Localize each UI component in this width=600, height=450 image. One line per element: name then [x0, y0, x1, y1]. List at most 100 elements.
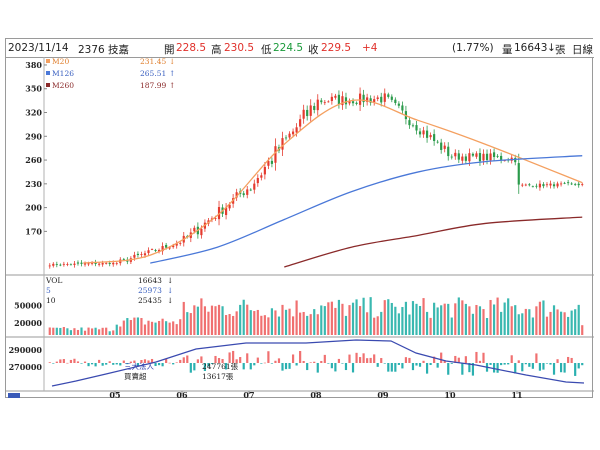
candle-body [150, 249, 154, 250]
volume-bar [334, 307, 337, 335]
volume-bar [83, 330, 87, 335]
volume-bar [450, 317, 453, 335]
vol-legend-value: 16643 [138, 276, 162, 285]
m260-legend-swatch [46, 83, 50, 87]
volume-unit: 張 [555, 44, 566, 56]
candle-body [59, 264, 62, 266]
buy-sell-bar [193, 363, 196, 371]
volume-bar [313, 309, 316, 335]
buy-sell-bar [521, 363, 524, 372]
buy-sell-bar [224, 363, 228, 370]
volume-bar [288, 308, 291, 335]
candle-body [380, 96, 383, 103]
volume-bar [390, 302, 393, 335]
vol-legend-name: VOL [45, 276, 62, 285]
inst-legend-name: 三大法人 [124, 361, 154, 371]
candle-body [175, 243, 178, 246]
m126-legend-name: M126 [52, 69, 74, 78]
candle-body [567, 182, 570, 184]
candle-body [429, 135, 432, 138]
volume-axis-ticks: 50000 20000 [14, 301, 42, 329]
inst-legend-value: 247761張 [202, 362, 239, 371]
candle-body [168, 247, 171, 249]
volume-bar [263, 315, 266, 335]
volume-bar [461, 300, 464, 335]
buy-sell-bar [122, 360, 125, 363]
volume-bar [404, 301, 408, 335]
volume-bar [552, 305, 556, 335]
candle-body [55, 264, 58, 265]
volume-bar [295, 300, 298, 335]
buy-sell-bar [492, 363, 496, 373]
candle-body [440, 142, 443, 150]
candle-body [309, 105, 312, 116]
volume-bar [161, 318, 164, 335]
candle-body [66, 264, 69, 265]
buy-sell-bar [387, 363, 390, 372]
ma5-legend-arrow: ↓ [167, 286, 173, 295]
candle-body [246, 189, 249, 195]
buy-sell-bar [401, 363, 404, 369]
volume-bar [358, 306, 362, 335]
buy-sell-bar [228, 352, 231, 363]
buy-sell-bar [207, 363, 210, 367]
volume-bar [306, 315, 309, 335]
buy-sell-bar [320, 360, 323, 363]
buy-sell-bar [59, 359, 62, 363]
volume-bar [559, 311, 563, 335]
price-tick-label: 320 [25, 108, 42, 118]
buy-sell-bar [390, 363, 393, 372]
volume-bar [246, 304, 249, 335]
buy-sell-bar [242, 363, 245, 370]
candle-body [172, 245, 175, 248]
buy-sell-bar [316, 363, 319, 373]
m260-legend-name: M260 [52, 81, 74, 90]
buy-sell-bar [478, 360, 482, 363]
candle-body [136, 253, 140, 256]
volume-bar [87, 327, 90, 335]
buy-sell-bar [256, 357, 259, 363]
volume-bar [284, 309, 288, 335]
scroll-marker[interactable] [8, 393, 20, 398]
buy-sell-bar [112, 363, 115, 365]
candle-body [475, 153, 478, 157]
candle-body [98, 263, 101, 265]
buy-sell-bar [482, 352, 485, 363]
buy-sell-bar [143, 359, 147, 363]
buy-sell-bar [203, 363, 207, 371]
buy-sell-bar [454, 355, 457, 363]
buy-sell-bar [291, 354, 295, 363]
volume-bar [299, 312, 302, 335]
volume-bar [133, 317, 136, 335]
volume-bar [362, 297, 365, 335]
inst-tick-label: 270000 [9, 362, 43, 372]
volume-bar [457, 297, 460, 335]
volume-bar [545, 316, 549, 335]
volume-bar [327, 302, 330, 335]
buy-sell-bar [507, 363, 510, 365]
vol-legend-arrow: ↓ [167, 276, 173, 285]
volume-bar [337, 299, 341, 335]
buy-sell-bar [217, 358, 221, 363]
buy-sell-bar [397, 363, 400, 365]
candle-body [281, 138, 284, 150]
buy-sell-bar [552, 363, 556, 375]
volume-bar [119, 326, 122, 335]
volume-bar [136, 317, 140, 335]
candle-body [87, 263, 90, 265]
candle-body [415, 125, 418, 131]
buy-sell-bar [500, 363, 503, 366]
volume-bar [52, 327, 55, 335]
candle-body [147, 250, 150, 254]
m126-legend-swatch [46, 71, 50, 75]
price-tick-label: 290 [25, 131, 42, 141]
candle-body [500, 155, 503, 160]
buy-sell-bar [535, 353, 538, 363]
open-label: 開 [164, 44, 175, 56]
stock-chart-panel: 2023/11/14 2376 技嘉 開 228.5 高 230.5 低 224… [5, 38, 594, 399]
m20-legend-arrow: ↓ [169, 57, 175, 66]
bs-legend-value: 13617張 [202, 372, 234, 381]
candle-body [288, 133, 291, 138]
m20-legend-name: M20 [52, 57, 69, 66]
candle-body [528, 184, 531, 186]
